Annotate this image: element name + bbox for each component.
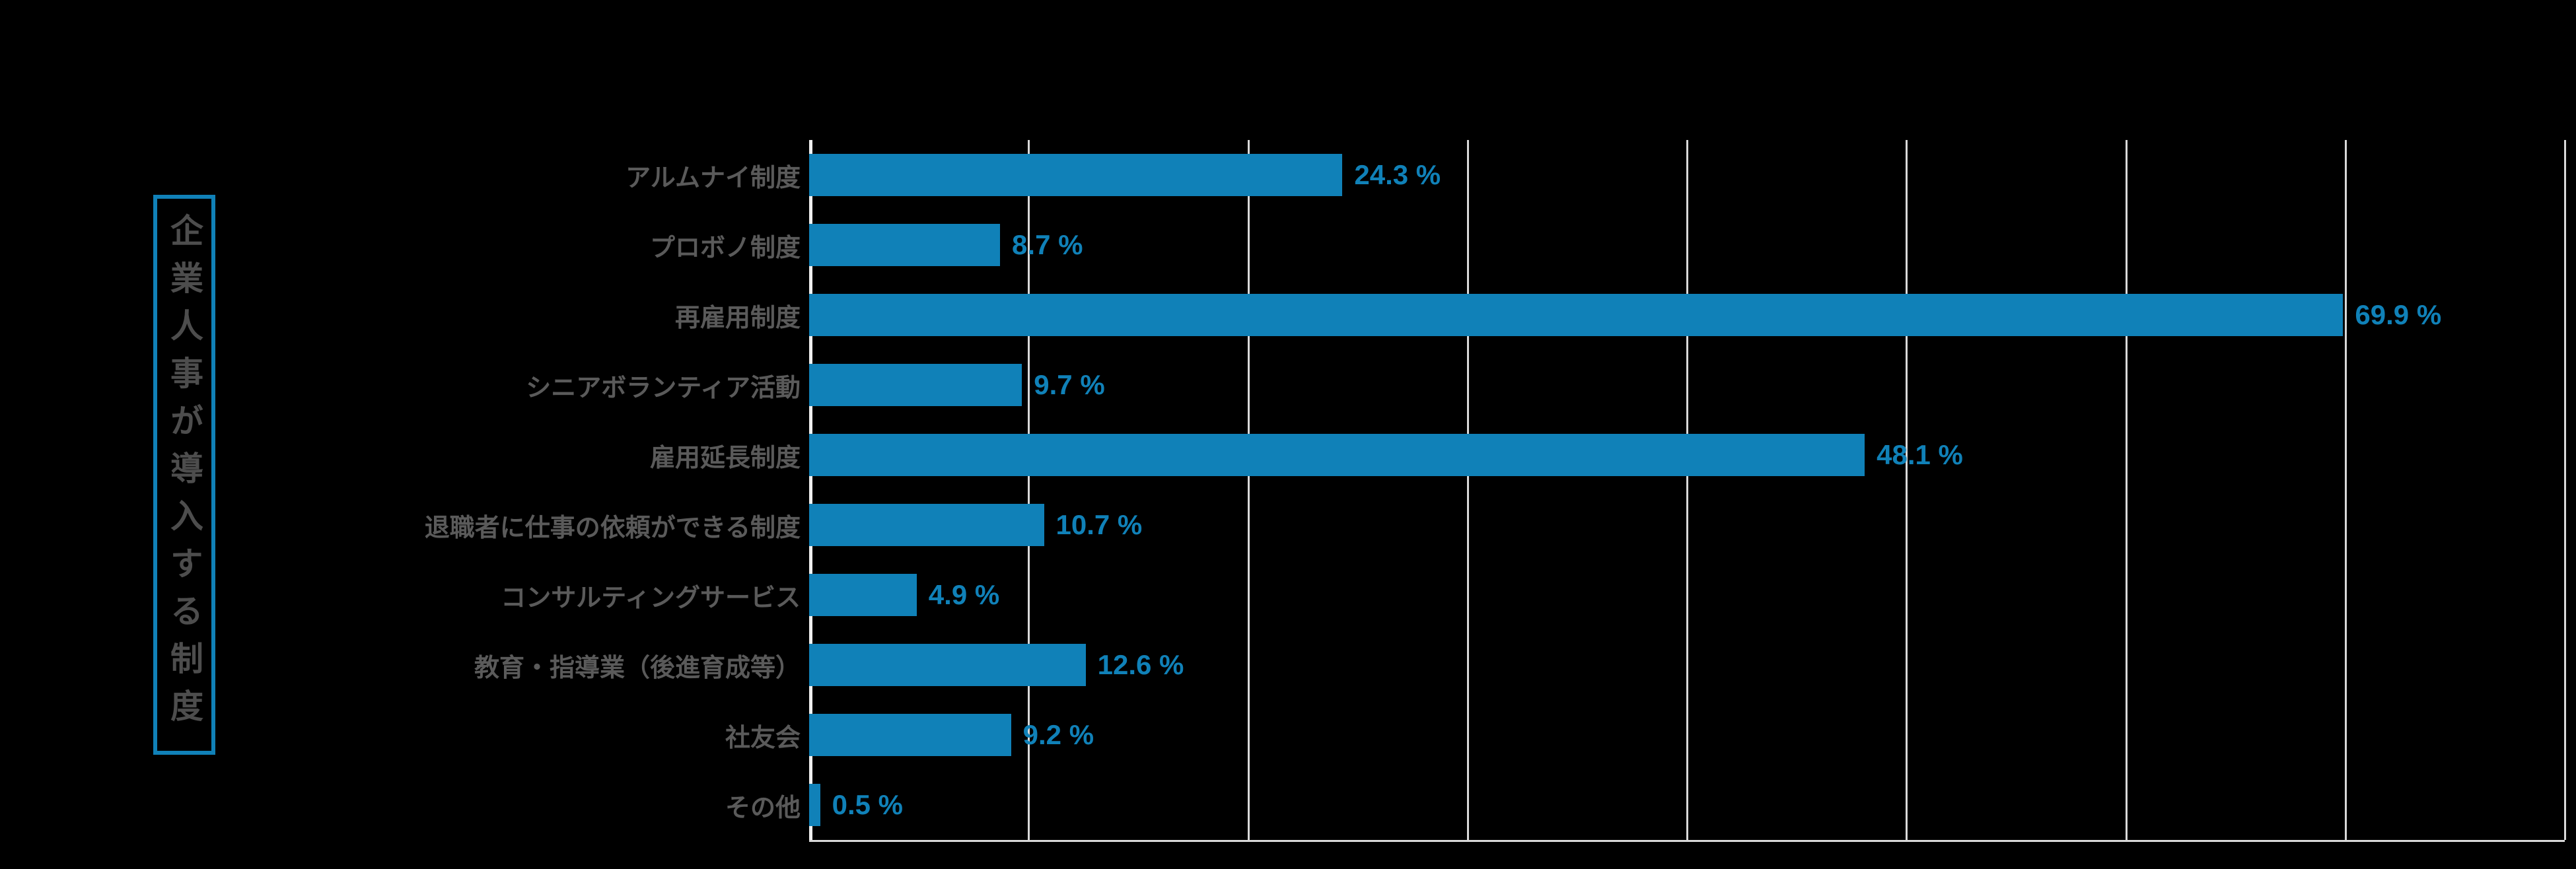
- y-axis-line: [809, 140, 812, 840]
- category-label: 教育・指導業（後進育成等）: [474, 654, 801, 682]
- value-label: 24.3 %: [1354, 159, 1441, 190]
- bar: [809, 294, 2343, 336]
- bar: [809, 714, 1011, 756]
- category-label: 退職者に仕事の依頼ができる制度: [424, 514, 801, 542]
- bar: [809, 644, 1086, 686]
- bar-row: 9.7 %: [809, 350, 2565, 420]
- bar-row: 8.7 %: [809, 210, 2565, 280]
- value-label: 12.6 %: [1097, 649, 1184, 680]
- category-labels: アルムナイ制度プロボノ制度再雇用制度シニアボランティア活動雇用延長制度退職者に仕…: [357, 140, 801, 840]
- gridline: [1247, 140, 1250, 840]
- category-label: 再雇用制度: [674, 304, 801, 332]
- bar-row: 0.5 %: [809, 770, 2565, 840]
- bar: [809, 154, 1343, 196]
- bar: [809, 504, 1044, 546]
- category-label: アルムナイ制度: [626, 164, 801, 192]
- category-label: コンサルティングサービス: [501, 584, 801, 612]
- bar-row: 12.6 %: [809, 630, 2565, 700]
- category-label: プロボノ制度: [649, 234, 801, 262]
- bar: [809, 364, 1022, 406]
- value-label: 9.2 %: [1022, 719, 1094, 750]
- bar: [809, 574, 917, 616]
- bar-row: 9.2 %: [809, 700, 2565, 770]
- chart-title-box: 企業人事が導入する制度: [153, 195, 215, 755]
- bar-row: 10.7 %: [809, 490, 2565, 560]
- gridline: [1906, 140, 1908, 840]
- bar-row: 69.9 %: [809, 280, 2565, 350]
- value-label: 9.7 %: [1034, 369, 1105, 400]
- bar: [809, 224, 1001, 266]
- value-label: 69.9 %: [2355, 299, 2442, 330]
- value-label: 0.5 %: [832, 789, 904, 820]
- gridline: [2564, 140, 2566, 840]
- gridline: [2125, 140, 2128, 840]
- category-label: 雇用延長制度: [649, 444, 801, 472]
- category-label: 社友会: [725, 724, 801, 752]
- bar-row: 4.9 %: [809, 560, 2565, 630]
- chart-title: 企業人事が導入する制度: [166, 213, 203, 736]
- bar: [809, 434, 1865, 476]
- gridline: [1028, 140, 1030, 840]
- category-label: シニアボランティア活動: [526, 374, 801, 402]
- value-label: 4.9 %: [928, 579, 1000, 610]
- plot-area: 24.3 % 8.7 % 69.9 % 9.7 % 48.1 % 10.7 % 4.9 % 1…: [809, 140, 2566, 842]
- gridline: [1686, 140, 1688, 840]
- gridline: [2344, 140, 2347, 840]
- bar-row: 48.1 %: [809, 420, 2565, 490]
- category-label: その他: [725, 794, 801, 822]
- gridline: [1466, 140, 1469, 840]
- value-label: 8.7 %: [1012, 229, 1083, 260]
- value-label: 10.7 %: [1055, 509, 1143, 540]
- bar: [809, 784, 820, 826]
- value-label: 48.1 %: [1877, 439, 1963, 470]
- bar-row: 24.3 %: [809, 140, 2565, 210]
- bars-layer: 24.3 % 8.7 % 69.9 % 9.7 % 48.1 % 10.7 % 4.9 % 1…: [809, 140, 2565, 840]
